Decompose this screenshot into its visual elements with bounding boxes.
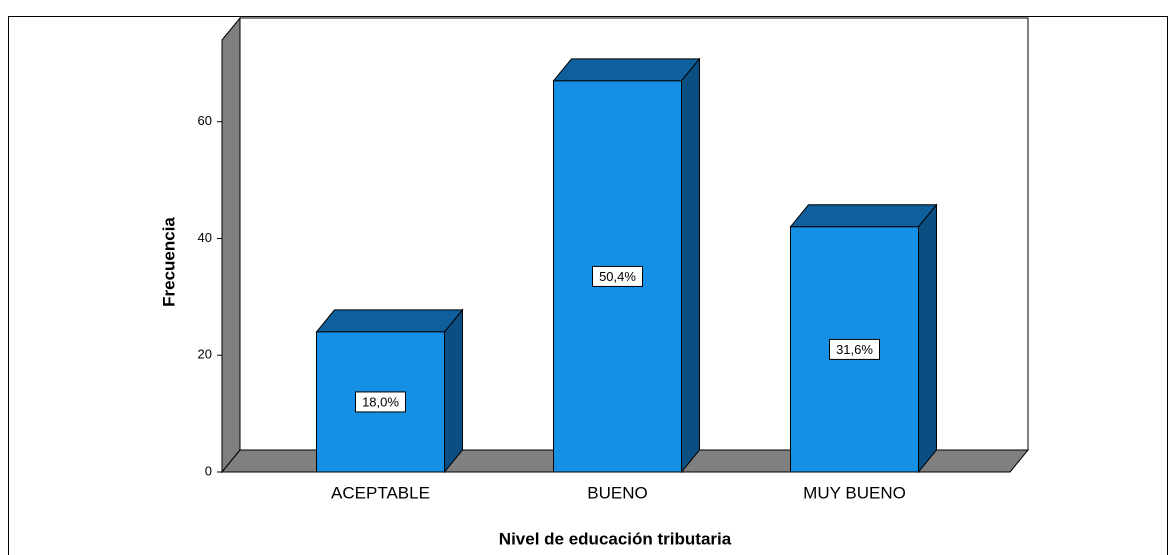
left-wall [221,16,241,474]
bar-top [552,58,701,82]
bar-side [444,308,463,474]
percent-label-box [355,391,406,413]
percent-label-box [829,338,880,360]
y-axis-label: Frecuencia [159,217,178,307]
y-tick-label: 60 [198,113,212,128]
x-axis-label: Nivel de educación tributaria [499,529,732,548]
y-tick-label: 40 [198,230,212,245]
x-tick-label: ACEPTABLE [331,483,430,502]
bar-side [918,203,937,474]
bar-top [789,204,938,228]
percent-label: 31,6% [836,342,873,357]
percent-label: 18,0% [362,394,399,409]
bar-top [315,309,464,333]
x-tick-label: MUY BUENO [803,483,906,502]
bar-side [681,57,700,474]
x-tick-label: BUENO [587,483,647,502]
percent-label-box [592,265,643,287]
y-tick-label: 0 [205,463,212,478]
y-tick-label: 20 [198,347,212,362]
percent-label: 50,4% [599,269,636,284]
